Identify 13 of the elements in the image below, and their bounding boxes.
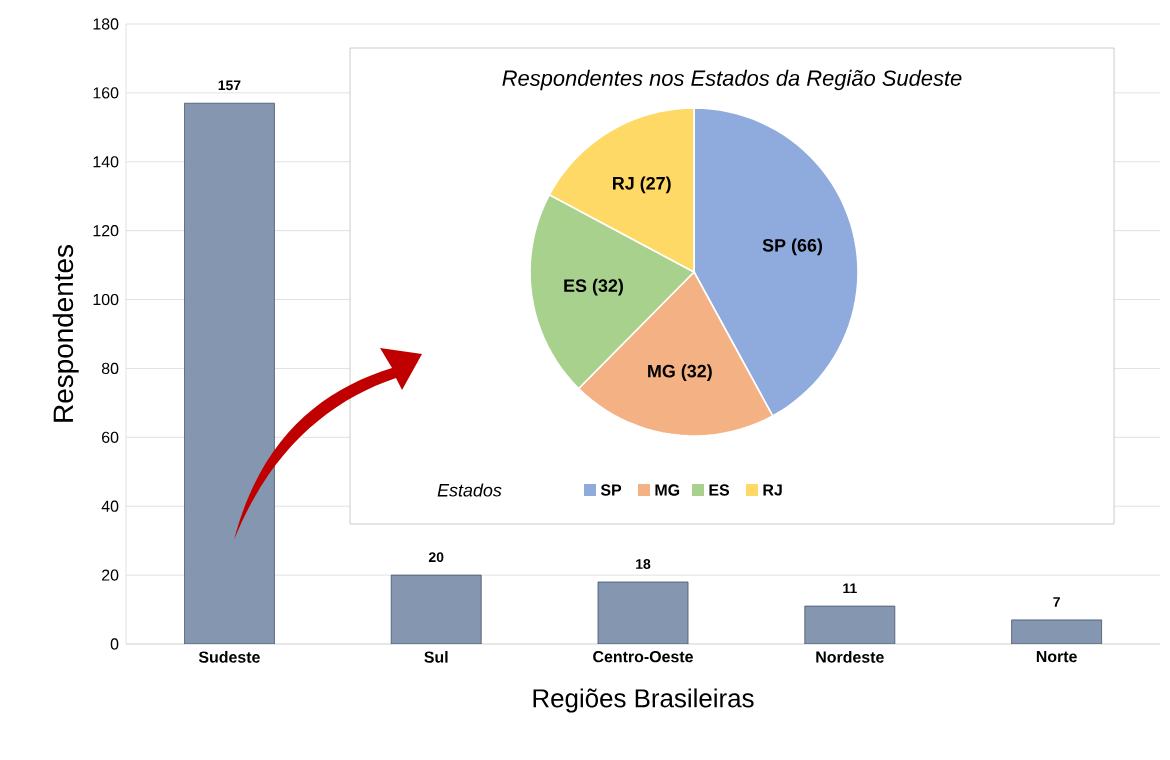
bar: [184, 102, 275, 644]
bar: [804, 605, 896, 644]
chart-title: Respondentes nos Estados da Região Sudeste: [502, 69, 962, 91]
bar: [597, 581, 689, 644]
bar: [1011, 619, 1103, 644]
data-label: SP (66): [762, 238, 823, 256]
data-label: MG (32): [648, 364, 712, 382]
x-axis-title: Regiões Brasileiras: [533, 688, 754, 713]
legend-title: Estados: [437, 483, 502, 497]
data-label: ES (32): [564, 278, 623, 296]
bar: [390, 574, 482, 644]
data-label: RJ (27): [613, 176, 671, 194]
y-axis-title: Respondentes: [52, 245, 79, 422]
